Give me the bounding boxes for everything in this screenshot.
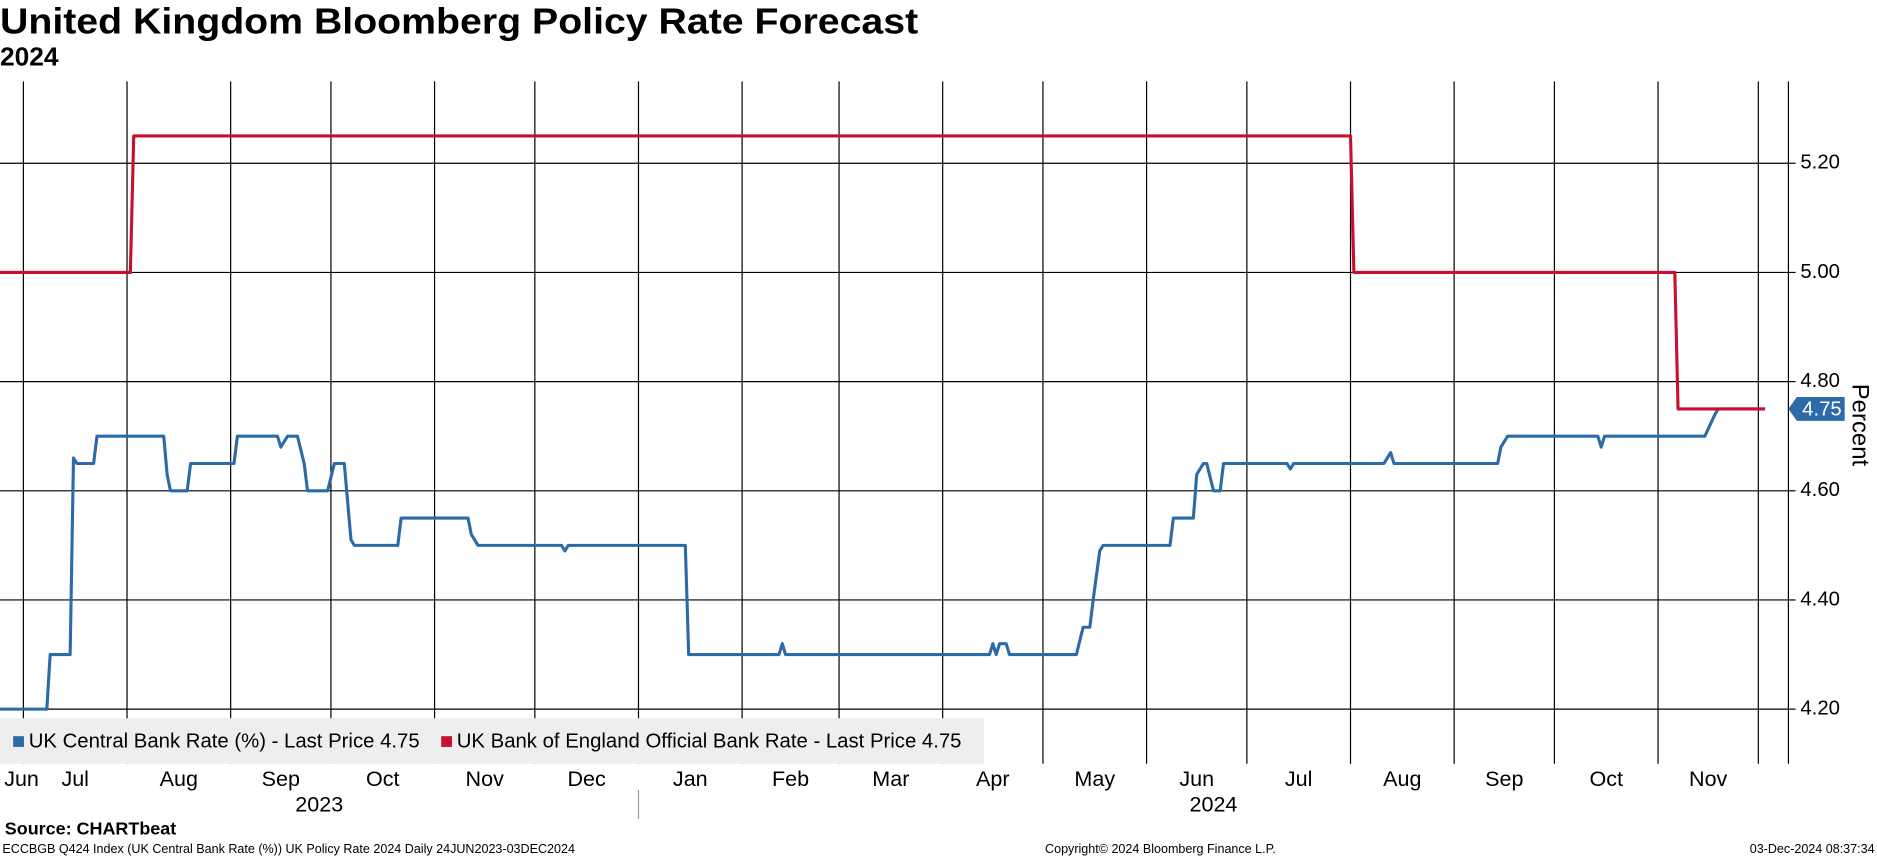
year-label: 2024 [1189,792,1237,816]
series-line [0,134,1766,411]
series-line [0,407,1766,711]
x-tick-label: Sep [1485,767,1523,791]
x-tick-label: Nov [466,767,505,791]
x-tick-label: Aug [160,767,198,791]
legend-label: UK Bank of England Official Bank Rate - … [457,731,962,753]
x-tick-label: Mar [872,767,909,791]
x-tick-label: Oct [366,767,400,791]
copyright: Copyright© 2024 Bloomberg Finance L.P. [1045,842,1276,856]
legend-swatch [441,736,452,747]
x-tick-label: Feb [772,767,809,791]
chart-title: United Kingdom Bloomberg Policy Rate For… [0,0,918,41]
chart-subtitle: 2024 [0,42,59,72]
x-tick-label: Jul [1285,767,1313,791]
x-tick-label: Oct [1589,767,1623,791]
x-tick-label: Apr [976,767,1010,791]
x-tick-label: Sep [262,767,300,791]
year-label: 2023 [295,792,343,816]
y-axis-label: Percent [1847,384,1874,467]
legend: UK Central Bank Rate (%) - Last Price 4.… [0,718,984,764]
x-tick-label: Jun [4,767,39,791]
x-tick-label: Aug [1383,767,1421,791]
x-tick-label: Dec [568,767,607,791]
legend-swatch [13,736,24,747]
timestamp: 03-Dec-2024 08:37:34 [1750,842,1875,856]
y-tick-label: 5.20 [1800,152,1840,174]
last-price-tag [1788,396,1845,421]
y-tick-label: 4.80 [1800,370,1840,392]
y-tick-label: 4.40 [1800,588,1840,610]
source: Source: CHARTbeat [5,818,176,838]
footnote: ECCBGB Q424 Index (UK Central Bank Rate … [2,842,575,856]
x-tick-label: Jun [1179,767,1214,791]
y-tick-label: 5.00 [1800,261,1840,283]
legend-box [0,718,984,764]
plot-area [0,134,1766,711]
y-tick-label: 4.20 [1800,698,1840,720]
legend-label: UK Central Bank Rate (%) - Last Price 4.… [29,731,420,753]
x-tick-label: Jul [61,767,89,791]
x-tick-label: Nov [1689,767,1728,791]
x-tick-label: May [1074,767,1115,791]
last-price-label: 4.75 [1802,398,1842,420]
y-tick-label: 4.60 [1800,479,1840,501]
x-tick-label: Jan [673,767,708,791]
